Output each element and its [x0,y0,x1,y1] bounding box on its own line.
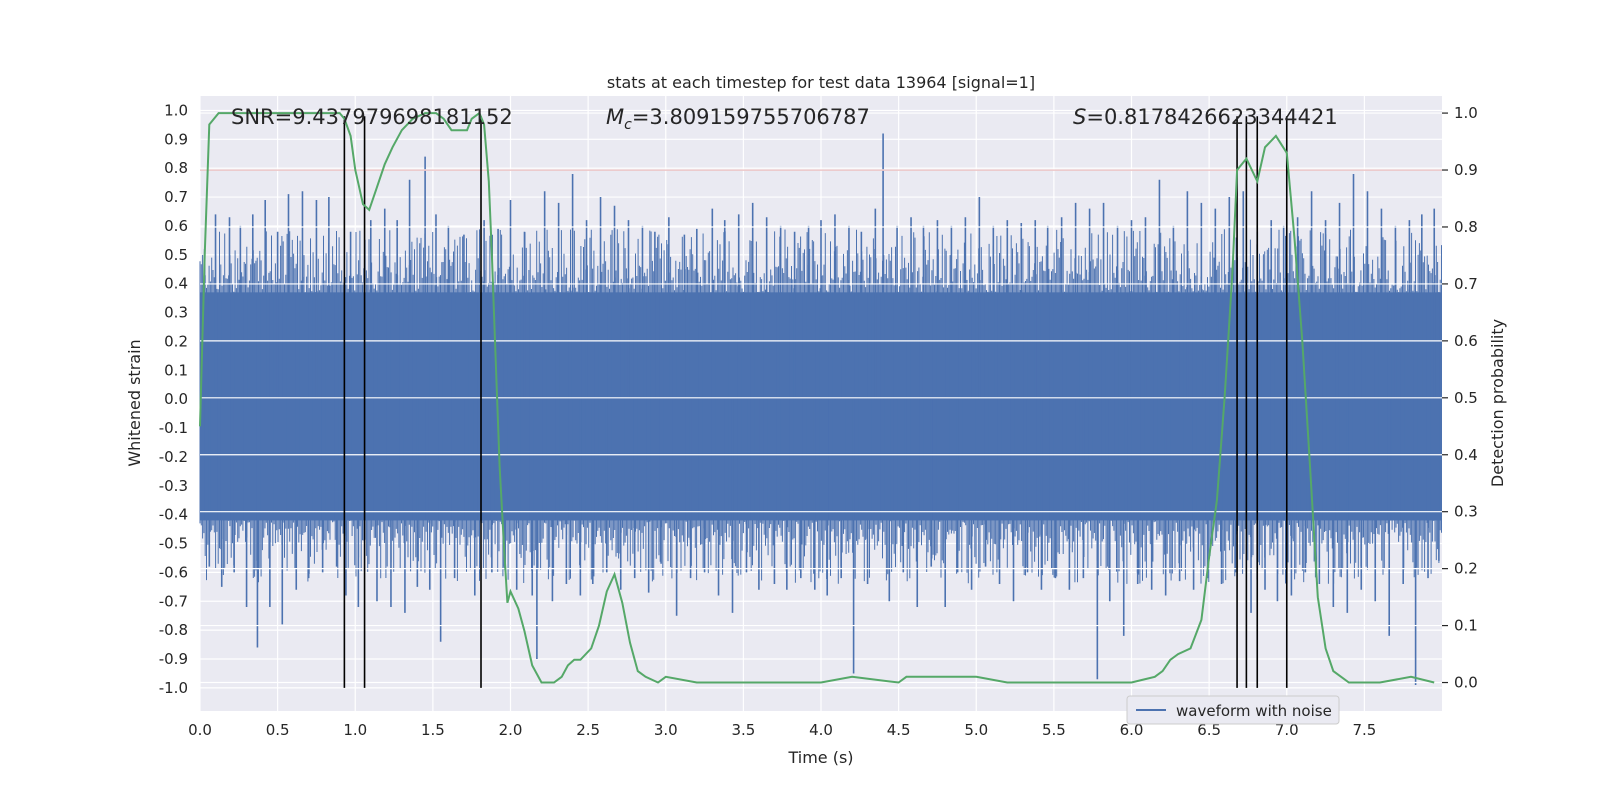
y-left-tick-label: -0.6 [159,563,188,581]
y-left-tick-label: 0.9 [164,130,188,148]
y-left-tick-label: -1.0 [159,679,188,697]
probability-line [199,111,1435,684]
x-tick-label: 6.5 [1197,721,1221,739]
y-right-tick-label: 0.5 [1454,389,1478,407]
y-axis-label-left: Whitened strain [125,339,144,466]
x-tick-label: 0.5 [266,721,290,739]
x-axis-label: Time (s) [787,748,853,767]
x-tick-label: 6.0 [1120,721,1144,739]
y-right-tick-label: 0.0 [1454,674,1478,692]
y-left-tick-label: 0.2 [164,332,188,350]
x-tick-label: 7.5 [1352,721,1376,739]
x-tick-label: 3.0 [654,721,678,739]
probability-series [199,111,1435,684]
s-symbol: S [1073,105,1086,129]
mc-annotation: Mc=3.809159755706787 [606,105,870,133]
x-tick-label: 4.5 [887,721,911,739]
x-tick-label: 7.0 [1275,721,1299,739]
x-tick-label: 4.0 [809,721,833,739]
legend-label: waveform with noise [1176,702,1332,720]
y-left-tick-label: 0.5 [164,246,188,264]
y-left-tick-label: -0.7 [159,592,188,610]
y-right-tick-label: 0.6 [1454,332,1478,350]
y-left-tick-label: 1.0 [164,101,188,119]
s-value: =0.8178426623344421 [1086,105,1337,129]
x-tick-label: 3.5 [731,721,755,739]
x-tick-label: 1.0 [343,721,367,739]
x-tick-label: 0.0 [188,721,212,739]
vertical-lines [343,116,1288,688]
y-right-tick-label: 1.0 [1454,104,1478,122]
y-left-tick-label: 0.3 [164,304,188,322]
y-right-tick-label: 0.3 [1454,503,1478,521]
snr-annotation: SNR=9.437979698181152 [231,105,513,129]
y-left-tick-label: 0.4 [164,275,188,293]
x-tick-label: 5.0 [964,721,988,739]
legend: waveform with noise [1126,695,1340,725]
y-left-tick-label: -0.5 [159,535,188,553]
y-right-tick-label: 0.9 [1454,161,1478,179]
y-left-tick-label: 0.6 [164,217,188,235]
y-right-tick-label: 0.4 [1454,446,1478,464]
chart-title: stats at each timestep for test data 139… [607,73,1035,92]
y-axis-label-right: Detection probability [1488,319,1507,487]
y-right-tick-label: 0.1 [1454,617,1478,635]
y-left-tick-label: -0.4 [159,506,188,524]
x-tick-label: 2.5 [576,721,600,739]
y-left-tick-label: -0.3 [159,477,188,495]
y-right-tick-label: 0.2 [1454,560,1478,578]
y-left-tick-label: -0.2 [159,448,188,466]
right-grid [200,112,1442,684]
y-left-tick-label: 0.7 [164,188,188,206]
y-left-tick-label: -0.9 [159,650,188,668]
x-tick-label: 5.5 [1042,721,1066,739]
y-left-tick-label: 0.8 [164,159,188,177]
mc-subscript: c [624,117,632,133]
x-tick-label: 2.0 [499,721,523,739]
waveform-series [199,133,1442,686]
mc-value: =3.809159755706787 [632,105,870,129]
legend-box [1126,695,1340,725]
y-left-tick-label: 0.1 [164,361,188,379]
s-annotation: S=0.8178426623344421 [1073,105,1338,129]
y-right-tick-label: 0.8 [1454,218,1478,236]
mc-symbol: M [606,105,624,129]
tick-labels: 0.0 0.5 1.0 1.5 2.0 2.5 3.0 3.5 4.0 4.5 5.0 5.5 6.0 6… [159,101,1478,739]
y-right-tick-label: 0.7 [1454,275,1478,293]
y-left-tick-label: -0.8 [159,621,188,639]
x-tick-label: 1.5 [421,721,445,739]
y-left-tick-label: -0.1 [159,419,188,437]
y-left-tick-label: 0.0 [164,390,188,408]
